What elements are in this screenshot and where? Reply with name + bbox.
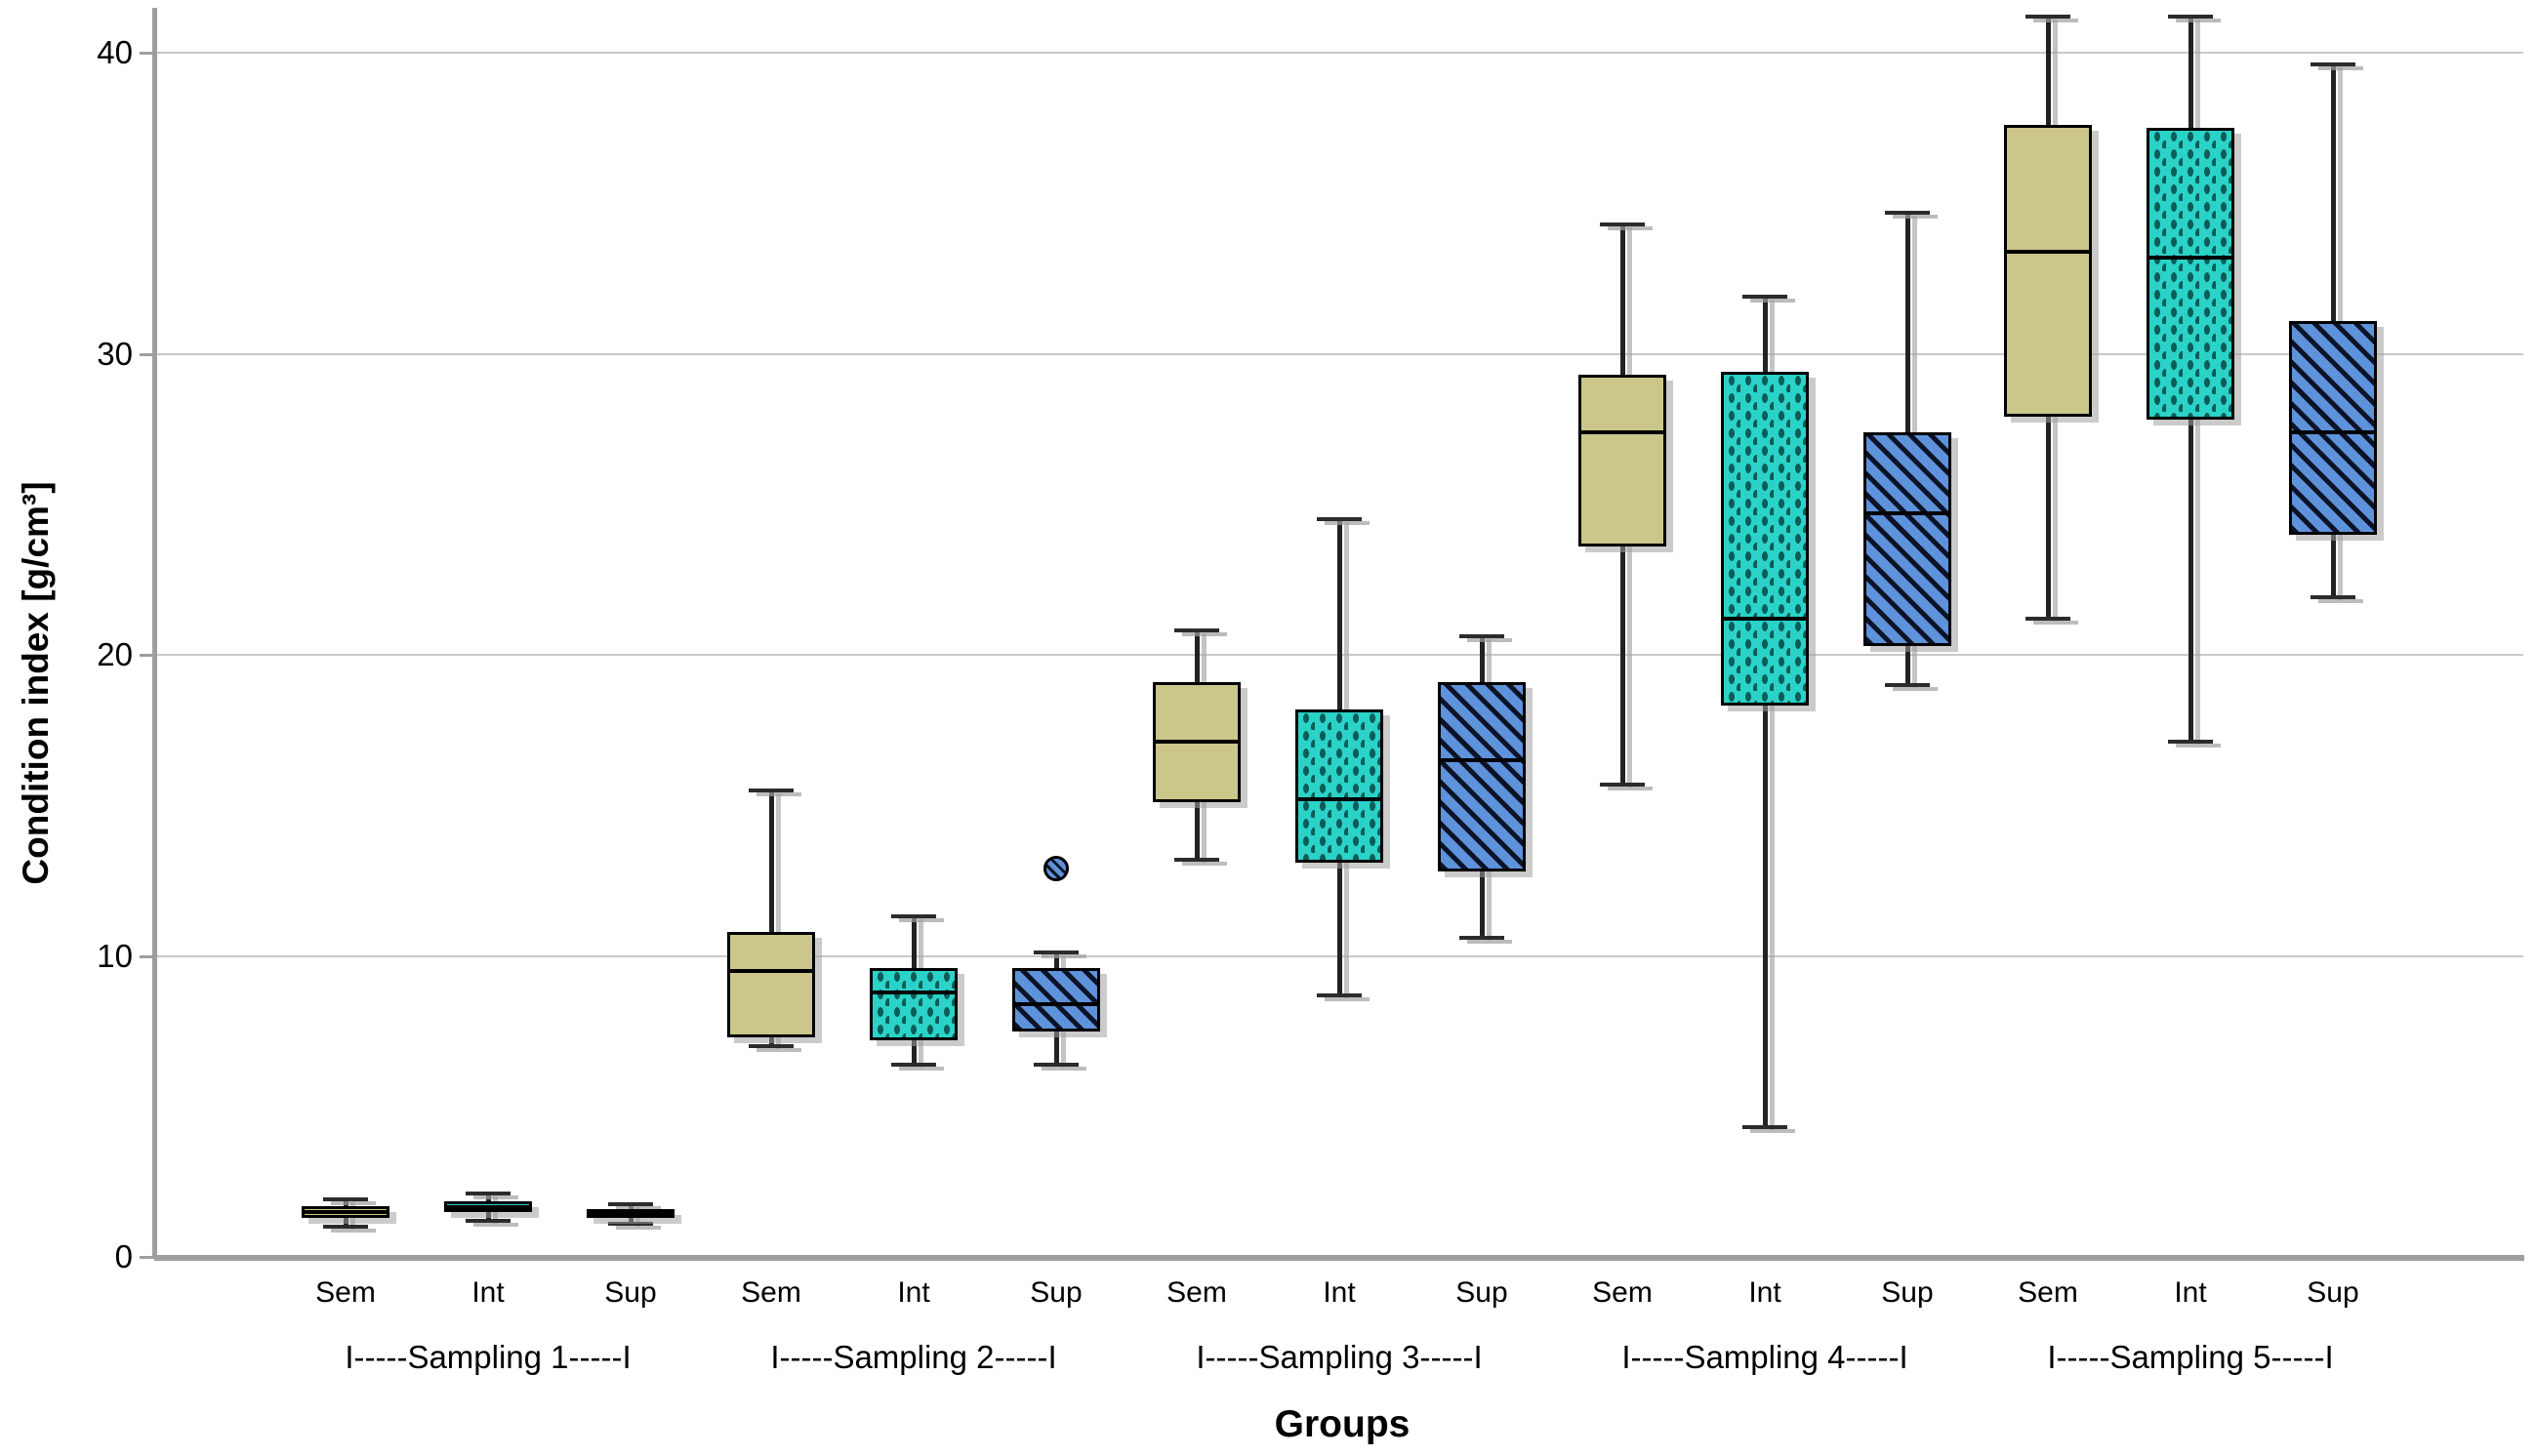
median-line	[1863, 511, 1951, 515]
x-tick-label: Sem	[741, 1276, 801, 1309]
group-label: I-----Sampling 5-----I	[2047, 1339, 2334, 1375]
whisker-cap-bottom	[1885, 682, 1930, 687]
x-axis-line	[154, 1255, 2524, 1261]
median-line	[587, 1211, 675, 1216]
whisker-cap-top	[1317, 517, 1362, 522]
box-sup	[1863, 431, 1951, 646]
x-tick-label: Sup	[1030, 1276, 1083, 1309]
median-line	[2289, 429, 2377, 434]
x-tick-label: Sup	[2307, 1276, 2359, 1309]
outlier-point	[1043, 856, 1069, 882]
whisker-cap-top	[1742, 294, 1787, 299]
median-line	[1438, 757, 1526, 762]
group-label: I-----Sampling 1-----I	[345, 1339, 632, 1375]
x-tick-label: Sup	[604, 1276, 657, 1309]
y-tick-label: 40	[97, 34, 133, 70]
median-line	[2004, 249, 2092, 254]
gridline	[157, 352, 2523, 355]
x-tick-label: Int	[2174, 1276, 2207, 1309]
whisker-cap-bottom	[1459, 935, 1504, 940]
whisker-cap-top	[1885, 210, 1930, 215]
whisker-cap-bottom	[608, 1222, 653, 1227]
median-line	[444, 1205, 532, 1210]
box-sem	[727, 931, 815, 1037]
y-axis-title: Condition index [g/cm³]	[16, 481, 56, 885]
y-tick-mark	[140, 1256, 153, 1259]
box-int	[870, 967, 958, 1040]
y-tick-mark	[140, 52, 153, 55]
y-tick-mark	[140, 352, 153, 356]
whisker-cap-bottom	[1317, 992, 1362, 997]
y-tick-label: 10	[97, 937, 133, 974]
y-tick-mark	[140, 954, 153, 958]
x-tick-label: Int	[1323, 1276, 1356, 1309]
whisker-cap-bottom	[466, 1218, 511, 1223]
x-tick-label: Sup	[1455, 1276, 1508, 1309]
median-line	[2147, 255, 2234, 260]
x-tick-label: Int	[1748, 1276, 1781, 1309]
whisker-cap-bottom	[1034, 1062, 1079, 1067]
x-tick-label: Int	[471, 1276, 505, 1309]
gridline	[157, 52, 2523, 54]
box-int	[2147, 128, 2234, 421]
whisker-cap-top	[2311, 62, 2355, 67]
median-line	[1295, 797, 1383, 802]
x-tick-label: Sem	[315, 1276, 376, 1309]
whisker-cap-top	[1174, 628, 1219, 633]
whisker-cap-bottom	[891, 1062, 936, 1067]
whisker-cap-bottom	[2025, 616, 2070, 621]
box-sem	[2004, 125, 2092, 418]
whisker-cap-bottom	[2168, 740, 2213, 745]
whisker-cap-top	[2025, 14, 2070, 19]
whisker-cap-top	[323, 1197, 368, 1202]
whisker-cap-top	[1034, 950, 1079, 955]
x-tick-label: Int	[897, 1276, 930, 1309]
whisker-cap-top	[608, 1202, 653, 1206]
whisker-cap-top	[1459, 634, 1504, 639]
plot-area: Sem Int Sup I-----Sampling 1-----I Sem Int Sup…	[156, 0, 2528, 1456]
whisker-cap-bottom	[749, 1044, 794, 1049]
group-label: I-----Sampling 2-----I	[770, 1339, 1057, 1375]
box-sem	[1578, 375, 1666, 546]
x-axis-title: Groups	[1274, 1403, 1411, 1445]
group-label: I-----Sampling 3-----I	[1196, 1339, 1483, 1375]
whisker-cap-top	[749, 788, 794, 792]
y-tick-label: 30	[97, 335, 133, 372]
group-label: I-----Sampling 4-----I	[1621, 1339, 1908, 1375]
median-line	[1578, 429, 1666, 434]
whisker-line	[1763, 296, 1768, 1128]
whisker-cap-top	[1600, 222, 1645, 226]
y-tick-label: 20	[97, 636, 133, 672]
x-tick-label: Sup	[1881, 1276, 1934, 1309]
box-sup	[2289, 320, 2377, 535]
x-tick-label: Sem	[2018, 1276, 2078, 1309]
whisker-cap-bottom	[1742, 1125, 1787, 1130]
whisker-cap-top	[2168, 14, 2213, 19]
y-tick-mark	[140, 654, 153, 657]
box-sup	[1012, 967, 1100, 1031]
median-line	[1153, 740, 1241, 745]
whisker-cap-bottom	[1600, 782, 1645, 787]
whisker-cap-bottom	[1174, 857, 1219, 862]
whisker-line	[769, 789, 774, 1047]
whisker-cap-top	[891, 914, 936, 919]
median-line	[1721, 616, 1809, 621]
y-tick-label: 0	[114, 1238, 133, 1274]
whisker-cap-bottom	[323, 1225, 368, 1230]
whisker-cap-bottom	[2311, 595, 2355, 600]
box-int	[1295, 708, 1383, 863]
x-tick-label: Sem	[1592, 1276, 1653, 1309]
x-tick-label: Sem	[1166, 1276, 1227, 1309]
y-axis-line	[152, 8, 157, 1259]
median-line	[302, 1209, 389, 1214]
median-line	[1012, 1001, 1100, 1006]
whisker-cap-top	[466, 1192, 511, 1196]
box-sup	[1438, 681, 1526, 872]
median-line	[727, 968, 815, 973]
median-line	[870, 990, 958, 994]
box-int	[1721, 372, 1809, 707]
